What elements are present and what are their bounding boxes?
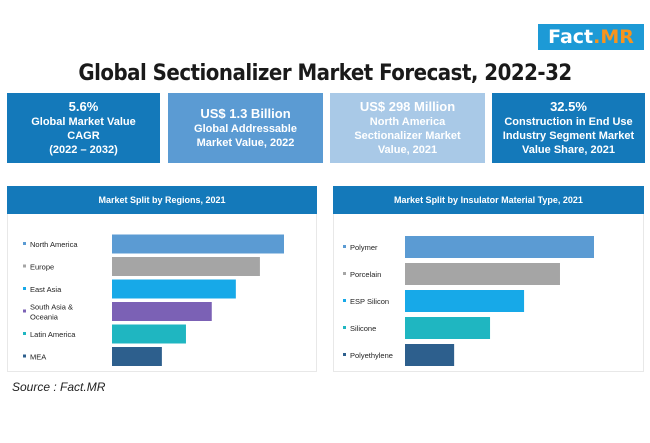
stat-label-line: Global Addressable xyxy=(194,123,297,135)
legend-marker xyxy=(343,245,346,248)
bar-south-asia-oceania xyxy=(112,302,212,321)
category-label: North America xyxy=(30,240,78,249)
stat-label-line: Market Value, 2022 xyxy=(196,137,295,149)
bar-polymer xyxy=(405,236,594,258)
stat-label-line: Value Share, 2021 xyxy=(522,144,615,156)
insulator-chart-title: Market Split by Insulator Material Type,… xyxy=(333,186,644,214)
category-label: Porcelain xyxy=(350,270,381,279)
stat-value: US$ 298 Million xyxy=(359,99,456,114)
logo-main: Fact xyxy=(548,26,594,48)
stat-label-line: CAGR xyxy=(67,130,100,142)
legend-marker xyxy=(23,287,26,290)
stat-label-line: Construction in End Use xyxy=(504,116,633,128)
source-note: Source : Fact.MR xyxy=(12,380,106,394)
stat-label-line: (2022 – 2032) xyxy=(49,144,118,156)
bar-silicone xyxy=(405,317,491,339)
regions-chart: North America Europe East Asia South Asia &… xyxy=(7,214,317,372)
stat-card-addressable-value: US$ 1.3 Billion Global Addressable Marke… xyxy=(168,93,323,163)
insulator-chart: Polymer Porcelain ESP Silicon Silicone Polye… xyxy=(333,214,644,372)
legend-marker xyxy=(23,309,26,313)
legend-marker xyxy=(343,326,346,329)
category-label: Latin America xyxy=(30,330,76,339)
legend-marker xyxy=(23,332,26,335)
legend-marker xyxy=(23,354,26,358)
bar-latin-america xyxy=(112,324,186,344)
stat-value: US$ 1.3 Billion xyxy=(200,106,291,121)
stat-card-north-america-value: US$ 298 Million North America Sectionali… xyxy=(330,93,485,163)
category-label: Europe xyxy=(30,263,54,272)
stat-label-line: North America xyxy=(369,116,446,128)
category-label: Polyethylene xyxy=(350,351,393,360)
bar-east-asia xyxy=(112,279,236,299)
page-title: Global Sectionalizer Market Forecast, 20… xyxy=(78,61,572,86)
stat-card-cagr: 5.6% Global Market Value CAGR (2022 – 20… xyxy=(7,93,160,163)
bar-europe xyxy=(112,257,260,276)
category-label: South Asia & Oceania xyxy=(30,303,73,322)
bar-north-america xyxy=(112,234,284,254)
stat-label-line: Value, 2021 xyxy=(377,144,438,156)
legend-marker xyxy=(343,272,346,275)
legend-marker xyxy=(343,353,346,356)
regions-chart-svg: North America Europe East Asia South Asia &… xyxy=(23,234,284,366)
stat-card-construction-share: 32.5% Construction in End Use Industry S… xyxy=(492,93,645,163)
legend-marker xyxy=(343,299,346,302)
category-label: MEA xyxy=(30,353,46,362)
category-label: ESP Silicon xyxy=(350,297,389,306)
category-label: Silicone xyxy=(350,324,376,333)
regions-chart-title: Market Split by Regions, 2021 xyxy=(7,186,317,214)
bar-mea xyxy=(112,347,162,366)
legend-marker xyxy=(23,264,26,268)
stat-label-line: Global Market Value xyxy=(31,116,136,128)
bar-esp-silicon xyxy=(405,290,525,312)
insulator-chart-svg: Polymer Porcelain ESP Silicon Silicone Polye… xyxy=(343,236,594,366)
fact-mr-logo: Fact .MR xyxy=(538,24,644,50)
stat-label-line: Sectionalizer Market xyxy=(354,130,461,142)
stat-value: 32.5% xyxy=(550,99,587,114)
category-label: Polymer xyxy=(350,243,378,252)
category-label: East Asia xyxy=(30,285,62,294)
bar-polyethylene xyxy=(405,344,455,366)
legend-marker xyxy=(23,242,26,245)
bar-porcelain xyxy=(405,263,560,285)
stat-label-line: Industry Segment Market xyxy=(502,130,635,142)
stat-value: 5.6% xyxy=(68,99,99,114)
logo-accent: .MR xyxy=(593,26,634,48)
